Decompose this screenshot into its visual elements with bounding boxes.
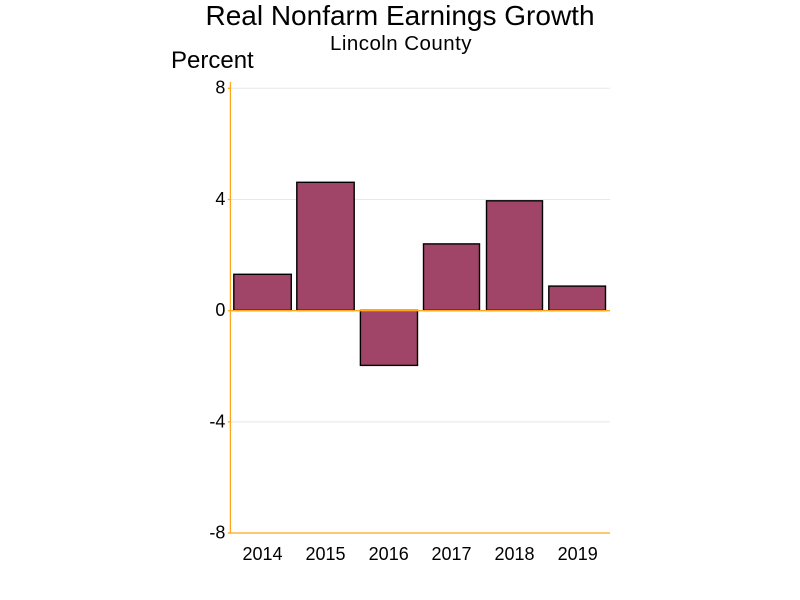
svg-text:8: 8 — [215, 78, 225, 98]
svg-text:0: 0 — [215, 300, 225, 320]
svg-text:Percent: Percent — [171, 47, 254, 74]
svg-text:2019: 2019 — [558, 544, 598, 564]
svg-text:2017: 2017 — [431, 544, 471, 564]
svg-text:2018: 2018 — [494, 544, 534, 564]
svg-text:4: 4 — [215, 189, 225, 209]
svg-text:Lincoln County: Lincoln County — [330, 32, 472, 55]
svg-text:-8: -8 — [209, 522, 225, 542]
svg-text:2014: 2014 — [242, 544, 282, 564]
svg-text:Real Nonfarm Earnings Growth: Real Nonfarm Earnings Growth — [205, 0, 594, 31]
svg-text:-4: -4 — [209, 411, 225, 431]
svg-text:2016: 2016 — [369, 544, 409, 564]
svg-text:2015: 2015 — [305, 544, 345, 564]
